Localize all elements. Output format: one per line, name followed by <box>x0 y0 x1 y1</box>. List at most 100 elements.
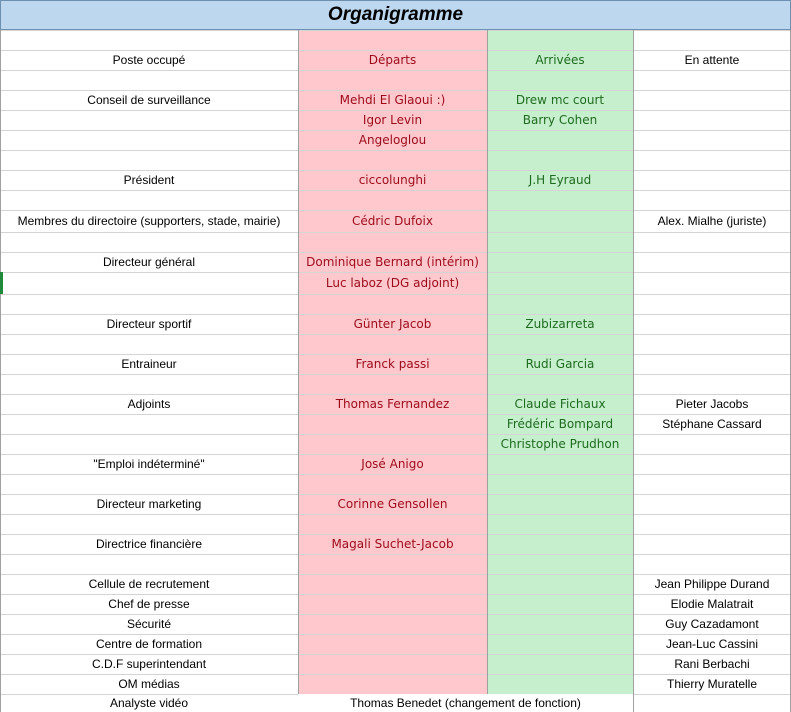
cell-arrivees[interactable] <box>487 252 633 272</box>
cell-arrivees[interactable] <box>487 294 633 314</box>
cell-attente[interactable] <box>633 494 791 514</box>
cell-poste[interactable]: Directeur général <box>102 255 196 269</box>
cell-arrivees[interactable] <box>487 594 633 614</box>
cell-poste[interactable] <box>0 272 298 294</box>
cell-arrivees[interactable]: Claude Fichaux <box>487 394 633 414</box>
cell-blank[interactable] <box>633 30 791 50</box>
cell-attente[interactable] <box>633 434 791 454</box>
cell-departs[interactable]: Igor Levin <box>298 110 487 130</box>
cell-departs[interactable] <box>298 614 487 634</box>
cell-blank[interactable] <box>0 30 298 50</box>
cell-arrivees[interactable]: Christophe Prudhon <box>487 434 633 454</box>
cell-attente[interactable] <box>633 374 791 394</box>
cell-departs[interactable] <box>298 294 487 314</box>
cell-arrivees[interactable] <box>487 654 633 674</box>
cell-poste[interactable] <box>0 70 298 90</box>
cell-attente[interactable]: Pieter Jacobs <box>675 397 749 411</box>
cell-poste[interactable]: Adjoints <box>127 397 171 411</box>
cell-poste[interactable]: Cellule de recrutement <box>88 577 210 591</box>
merged-cell-analyste-video[interactable]: Thomas Benedet (changement de fonction) <box>298 694 633 712</box>
cell-departs[interactable] <box>298 674 487 694</box>
cell-poste[interactable]: Directeur marketing <box>96 497 202 511</box>
cell-attente[interactable]: Jean-Luc Cassini <box>665 637 759 651</box>
cell-poste[interactable]: Président <box>123 173 175 187</box>
cell-attente[interactable] <box>633 294 791 314</box>
cell-departs[interactable]: Dominique Bernard (intérim) <box>298 252 487 272</box>
cell-attente[interactable]: Stéphane Cassard <box>662 417 762 431</box>
cell-poste[interactable]: Conseil de surveillance <box>87 93 211 107</box>
cell-attente[interactable]: En attente <box>684 53 740 67</box>
cell-poste[interactable]: C.D.F superintendant <box>91 657 207 671</box>
cell-departs[interactable] <box>298 514 487 534</box>
cell-departs[interactable]: Magali Suchet-Jacob <box>298 534 487 554</box>
cell-attente[interactable]: Jean Philippe Durand <box>654 577 770 591</box>
cell-departs[interactable] <box>298 150 487 170</box>
cell-poste[interactable] <box>0 232 298 252</box>
cell-poste[interactable] <box>0 434 298 454</box>
cell-poste[interactable]: Directeur sportif <box>106 317 192 331</box>
cell-attente[interactable] <box>633 354 791 374</box>
cell-poste[interactable] <box>0 374 298 394</box>
cell-departs[interactable]: Départs <box>298 50 487 70</box>
cell-departs[interactable] <box>298 634 487 654</box>
cell-attente[interactable] <box>633 454 791 474</box>
cell-arrivees[interactable] <box>487 454 633 474</box>
cell-departs[interactable] <box>298 654 487 674</box>
cell-poste[interactable] <box>0 294 298 314</box>
cell-arrivees[interactable] <box>487 534 633 554</box>
cell-departs[interactable] <box>298 594 487 614</box>
cell-arrivees[interactable] <box>487 190 633 210</box>
cell-arrivees[interactable] <box>487 494 633 514</box>
cell-arrivees[interactable] <box>487 574 633 594</box>
cell-departs[interactable] <box>298 414 487 434</box>
cell-poste[interactable]: Membres du directoire (supporters, stade… <box>17 214 281 228</box>
cell-attente[interactable] <box>633 70 791 90</box>
cell-poste[interactable] <box>0 334 298 354</box>
cell-departs[interactable]: Thomas Fernandez <box>298 394 487 414</box>
cell-attente[interactable] <box>633 90 791 110</box>
cell-arrivees[interactable] <box>487 674 633 694</box>
cell-departs[interactable] <box>298 474 487 494</box>
cell-departs[interactable]: Franck passi <box>298 354 487 374</box>
cell-arrivees[interactable] <box>487 634 633 654</box>
cell-departs[interactable]: Mehdi El Glaoui :) <box>298 90 487 110</box>
cell-arrivees[interactable] <box>487 474 633 494</box>
cell-departs[interactable]: Corinne Gensollen <box>298 494 487 514</box>
cell-attente[interactable] <box>633 110 791 130</box>
cell-arrivees[interactable]: Barry Cohen <box>487 110 633 130</box>
cell-poste[interactable] <box>0 150 298 170</box>
cell-poste[interactable] <box>0 414 298 434</box>
cell-departs[interactable]: Günter Jacob <box>298 314 487 334</box>
cell-arrivees[interactable]: Zubizarreta <box>487 314 633 334</box>
sheet-title[interactable]: Organigramme <box>0 0 791 30</box>
cell-arrivees[interactable] <box>487 514 633 534</box>
cell-poste[interactable] <box>0 474 298 494</box>
cell-arrivees[interactable] <box>487 210 633 232</box>
cell-arrivees[interactable]: Frédéric Bompard <box>487 414 633 434</box>
cell-departs[interactable] <box>298 434 487 454</box>
cell-departs[interactable] <box>298 574 487 594</box>
cell-attente[interactable] <box>633 474 791 494</box>
cell-poste[interactable]: Sécurité <box>126 617 172 631</box>
cell-attente[interactable] <box>633 314 791 334</box>
cell-attente[interactable] <box>633 534 791 554</box>
cell-arrivees[interactable] <box>487 614 633 634</box>
cell-attente[interactable]: Guy Cazadamont <box>665 617 759 631</box>
cell-arrivees[interactable]: J.H Eyraud <box>487 170 633 190</box>
cell-arrivees[interactable] <box>487 70 633 90</box>
cell-attente[interactable] <box>633 150 791 170</box>
cell-attente[interactable] <box>633 252 791 272</box>
cell-departs[interactable]: José Anigo <box>298 454 487 474</box>
cell-attente[interactable] <box>633 170 791 190</box>
cell-departs[interactable] <box>298 70 487 90</box>
cell-arrivees[interactable]: Rudi Garcia <box>487 354 633 374</box>
cell-departs[interactable] <box>298 190 487 210</box>
cell-attente[interactable] <box>633 334 791 354</box>
cell-poste[interactable]: Analyste vidéo <box>109 696 189 710</box>
cell-attente[interactable] <box>633 694 791 712</box>
cell-poste[interactable] <box>0 130 298 150</box>
cell-arrivees[interactable] <box>487 150 633 170</box>
cell-poste[interactable] <box>0 190 298 210</box>
cell-arrivees[interactable] <box>487 554 633 574</box>
cell-poste[interactable]: Centre de formation <box>95 637 203 651</box>
